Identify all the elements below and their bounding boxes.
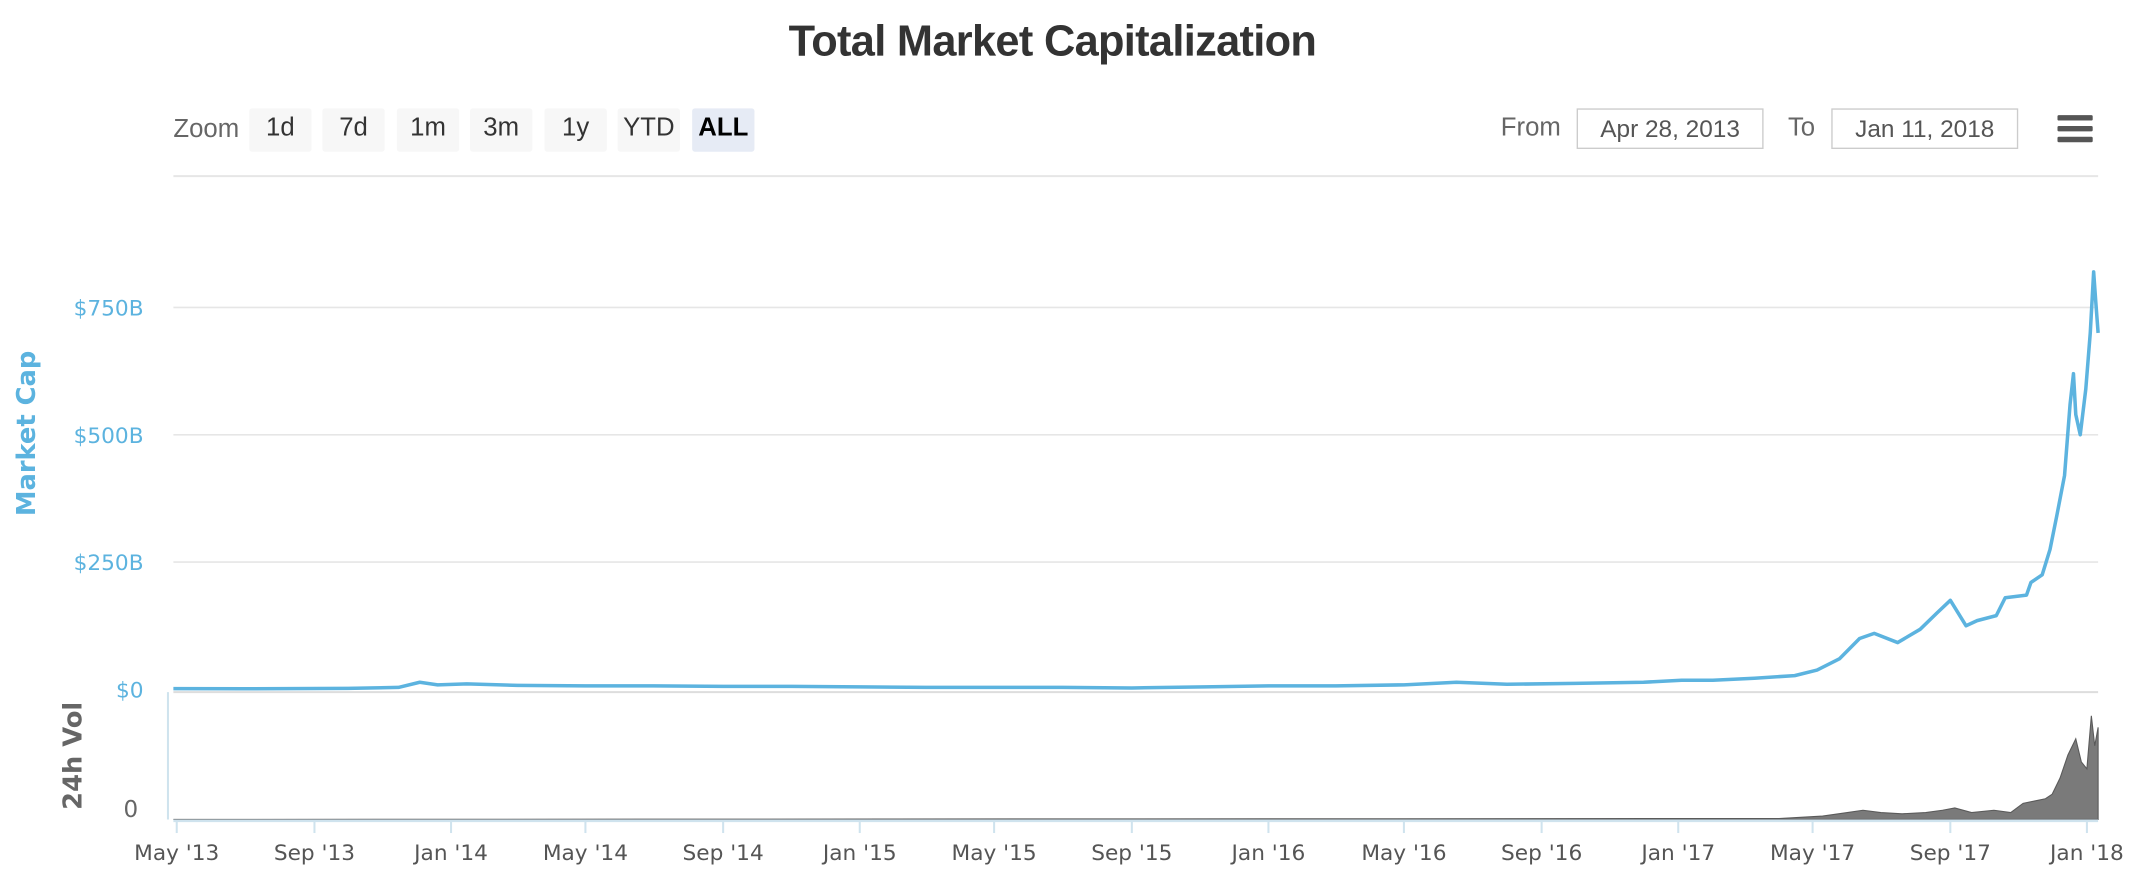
x-tick-label: May '14 (543, 841, 628, 866)
x-tick-label: Jan '15 (821, 841, 897, 866)
from-label: From (1500, 113, 1561, 143)
chart-title: Total Market Capitalization (788, 16, 1317, 66)
to-date-input[interactable]: Jan 11, 2018 (1831, 108, 2019, 149)
x-tick-label: Sep '14 (683, 841, 764, 866)
zoom-all-button[interactable]: ALL (692, 108, 755, 152)
x-tick-label: Sep '16 (1501, 841, 1582, 866)
x-tick-label: May '13 (134, 841, 219, 866)
volume-tick-label: 0 (124, 797, 139, 823)
x-tick-label: Sep '17 (1910, 841, 1991, 866)
x-tick-label: Jan '17 (1639, 841, 1715, 866)
x-tick-label: Jan '16 (1230, 841, 1306, 866)
x-tick-label: Sep '15 (1091, 841, 1172, 866)
from-date-input[interactable]: Apr 28, 2013 (1576, 108, 1764, 149)
volume-axis-label: 24h Vol (58, 702, 88, 810)
zoom-label: Zoom (173, 115, 240, 144)
x-tick-label: Jan '14 (412, 841, 488, 866)
y-tick-label: $250B (74, 551, 144, 576)
hamburger-menu-icon[interactable] (2057, 115, 2093, 145)
x-tick-label: Jan '18 (2048, 841, 2124, 866)
y-tick-label: $750B (74, 297, 144, 322)
zoom-3m-button[interactable]: 3m (470, 108, 533, 152)
zoom-1m-button[interactable]: 1m (396, 108, 460, 152)
y-tick-label: $0 (116, 679, 144, 704)
to-label: To (1787, 113, 1816, 143)
x-tick-label: May '15 (952, 841, 1037, 866)
market-cap-series (173, 270, 2100, 691)
y-tick-label: $500B (74, 424, 144, 449)
x-tick-label: May '17 (1770, 841, 1855, 866)
zoom-1d-button[interactable]: 1d (249, 108, 312, 152)
y-axis-label: Market Cap (12, 351, 42, 516)
volume-series (173, 715, 2099, 821)
zoom-ytd-button[interactable]: YTD (617, 108, 680, 152)
x-tick-label: May '16 (1361, 841, 1446, 866)
x-tick-label: Sep '13 (274, 841, 355, 866)
zoom-7d-button[interactable]: 7d (322, 108, 385, 152)
zoom-1y-button[interactable]: 1y (544, 108, 607, 152)
